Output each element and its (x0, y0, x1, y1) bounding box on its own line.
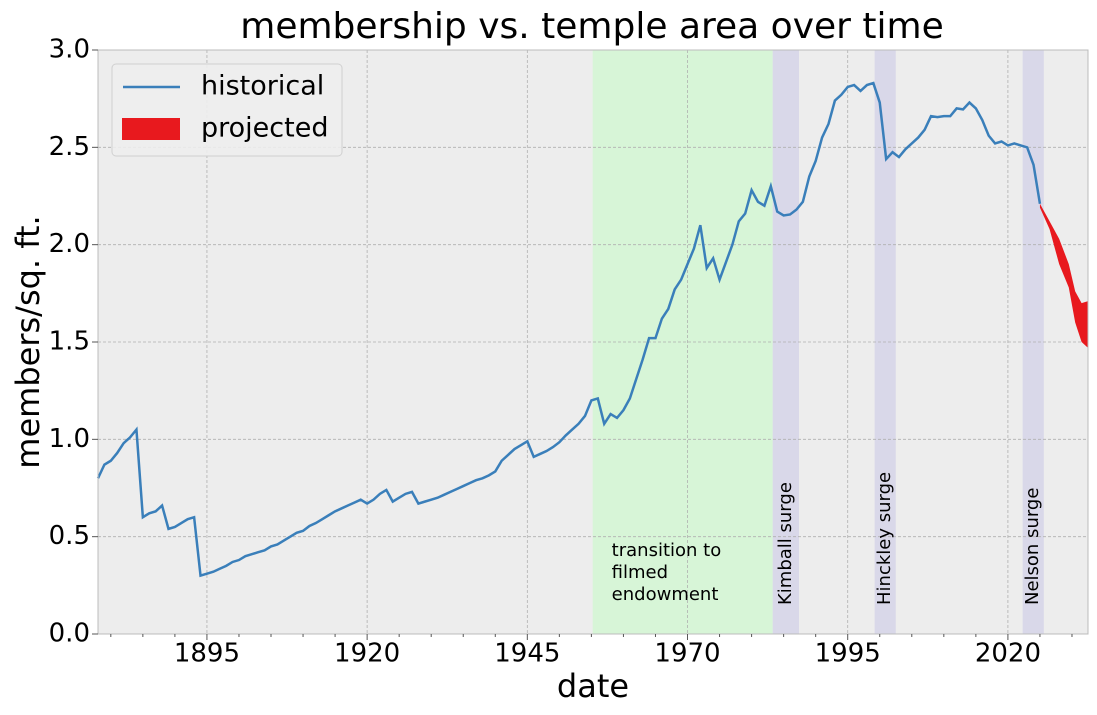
y-tick-label: 0.0 (49, 619, 90, 649)
y-tick-label: 1.5 (49, 327, 90, 357)
legend-label: historical (201, 71, 324, 102)
highlight-span (592, 50, 773, 634)
span-label: transition to (612, 540, 722, 561)
x-tick-label: 1945 (494, 639, 560, 669)
x-tick-label: 2020 (975, 639, 1041, 669)
line (96, 81, 1042, 578)
chart-title: membership vs. temple area over time (240, 6, 943, 47)
x-tick-label: 1920 (334, 639, 400, 669)
y-tick-label: 2.0 (49, 229, 90, 259)
x-tick-label: 1970 (654, 639, 720, 669)
span-label: Kimball surge (775, 482, 796, 605)
span-label: Nelson surge (1022, 488, 1043, 605)
y-tick-label: 0.5 (49, 521, 90, 551)
legend-label: projected (201, 113, 328, 144)
x-tick-label: 1895 (174, 639, 240, 669)
span-label: filmed (612, 562, 668, 583)
x-tick-label: 1995 (815, 639, 881, 669)
span-label: endowment (612, 584, 719, 605)
y-axis-label: members/sq. ft. (9, 215, 47, 468)
span-label: Hinckley surge (874, 472, 895, 605)
y-tick-label: 3.0 (49, 35, 90, 65)
x-axis-label: date (557, 667, 629, 705)
y-tick-label: 1.0 (49, 424, 90, 454)
y-tick-label: 2.5 (49, 132, 90, 162)
band (1039, 203, 1088, 348)
legend-swatch (122, 118, 180, 140)
